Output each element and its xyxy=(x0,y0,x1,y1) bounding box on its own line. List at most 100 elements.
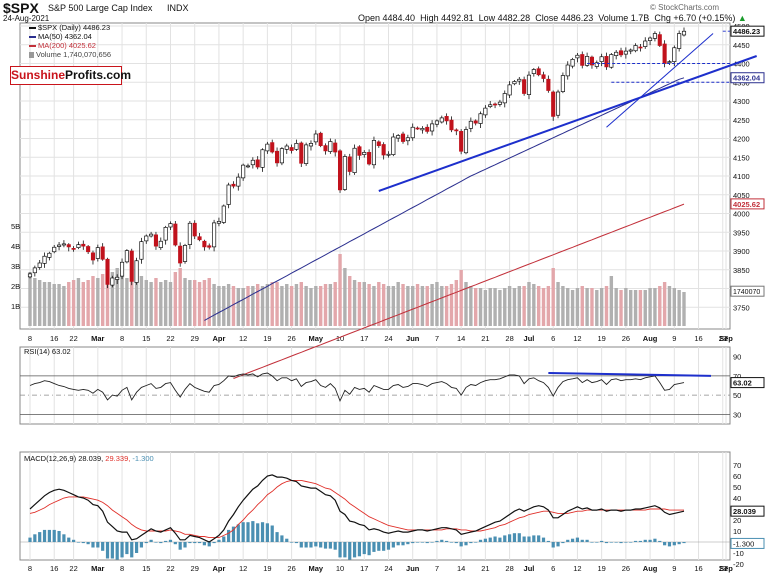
candle-up xyxy=(585,56,590,66)
x-tick-label: 21 xyxy=(481,334,489,343)
candle-down xyxy=(493,103,498,106)
candle-up xyxy=(420,128,425,131)
macd-histogram-bar xyxy=(52,529,56,542)
candle-up xyxy=(405,137,410,142)
volume-bar xyxy=(96,278,100,326)
volume-bar xyxy=(469,286,473,326)
candle-down xyxy=(323,145,328,152)
support-trendline xyxy=(378,55,758,192)
x-tick-label: Mar xyxy=(91,564,104,573)
volume-bar xyxy=(604,286,609,326)
x-tick-label: Apr xyxy=(212,334,225,343)
candle-up xyxy=(643,40,648,47)
price-axis-label: 3750 xyxy=(733,303,750,312)
price-axis-label: 4250 xyxy=(733,116,750,125)
candle-up xyxy=(623,50,628,55)
candle-up xyxy=(526,74,532,95)
candle-down xyxy=(153,234,159,247)
volume-bar xyxy=(444,286,449,326)
legend-price: $SPX (Daily) 4486.23 xyxy=(29,24,110,32)
candle-up xyxy=(652,33,657,39)
volume-bar xyxy=(62,286,66,326)
macd-panel-frame xyxy=(19,451,731,561)
candle-up xyxy=(517,78,522,82)
macd-histogram-bar xyxy=(629,542,633,543)
macd-histogram-bar xyxy=(382,542,386,551)
volume-axis-label: 3B xyxy=(11,262,20,271)
candle-down xyxy=(662,43,667,64)
volume-bar xyxy=(595,290,599,326)
ma200-value-label-box xyxy=(730,198,765,210)
candle-down xyxy=(275,150,280,164)
macd-histogram-bar xyxy=(304,542,308,548)
volume-bar xyxy=(149,282,153,326)
x-tick-label: Jun xyxy=(406,334,420,343)
candle-down xyxy=(270,142,275,153)
volume-bar xyxy=(624,288,628,326)
volume-bar xyxy=(289,286,294,326)
volume-axis-label: 4B xyxy=(11,242,20,251)
volume-bar xyxy=(507,286,512,326)
macd-histogram-bar xyxy=(445,540,449,542)
candle-down xyxy=(604,56,609,68)
macd-line xyxy=(29,474,685,543)
volume-bar xyxy=(536,286,541,326)
macd-histogram-bar xyxy=(275,532,279,542)
volume-bar xyxy=(76,278,81,326)
candle-up xyxy=(468,120,473,129)
volume-bar xyxy=(159,282,163,326)
volume-bar xyxy=(585,288,589,326)
macd-histogram-bar xyxy=(62,534,66,542)
macd-histogram-bar xyxy=(202,542,206,546)
volume-bar xyxy=(498,290,502,326)
macd-histogram-bar xyxy=(81,542,85,544)
x-tick-label: 14 xyxy=(457,564,465,573)
volume-bar xyxy=(493,288,497,326)
candle-down xyxy=(207,245,212,248)
macd-histogram-bar xyxy=(227,529,231,542)
macd-histogram-bar xyxy=(57,531,61,542)
x-tick-label: 8 xyxy=(120,564,124,573)
volume-bar xyxy=(638,290,643,326)
macd-histogram-bar xyxy=(67,537,71,542)
volume-bar xyxy=(222,286,226,326)
volume-bar xyxy=(561,286,565,326)
macd-axis-label: 40 xyxy=(733,494,741,503)
rsi-divergence-line xyxy=(548,371,712,377)
x-tick-label: 19 xyxy=(263,334,271,343)
volume-bar xyxy=(449,284,454,326)
candle-down xyxy=(376,141,381,146)
volume-bar xyxy=(411,286,415,326)
macd-histogram-bar xyxy=(352,542,357,558)
candle-down xyxy=(318,132,323,146)
macd-histogram-bar xyxy=(508,534,512,542)
macd-histogram-bar xyxy=(512,533,517,542)
last-price-label: 4486.23 xyxy=(733,27,760,36)
volume-bar xyxy=(168,282,173,326)
x-tick-label: 22 xyxy=(166,564,174,573)
macd-histogram-bar xyxy=(134,542,139,553)
rsi-title: RSI(14) 63.02 xyxy=(24,347,71,356)
ma50-value-label: 4362.04 xyxy=(733,74,761,83)
macd-histogram-bar xyxy=(527,536,531,542)
volume-bar xyxy=(619,290,623,326)
candle-up xyxy=(497,101,502,105)
macd-histogram-bar xyxy=(459,542,463,547)
candle-up xyxy=(134,260,139,283)
volume-bar xyxy=(483,290,488,326)
volume-bar xyxy=(154,278,158,326)
macd-axis-label: -10 xyxy=(733,549,744,558)
x-tick-label: 23 xyxy=(719,334,727,343)
rsi-axis-label: 90 xyxy=(733,353,741,362)
volume-bar xyxy=(551,268,555,326)
candle-up xyxy=(226,184,231,205)
x-tick-label: 12 xyxy=(573,334,581,343)
macd-histogram-bar xyxy=(76,542,81,543)
legend-ma200: MA(200) 4025.62 xyxy=(29,42,96,50)
x-tick-label: Aug xyxy=(643,334,658,343)
x-tick-label: 19 xyxy=(597,334,605,343)
macd-histogram-bar xyxy=(125,542,129,555)
x-tick-label: 10 xyxy=(336,564,344,573)
x-tick-label: 7 xyxy=(724,334,728,343)
price-axis-label: 4050 xyxy=(733,191,750,200)
